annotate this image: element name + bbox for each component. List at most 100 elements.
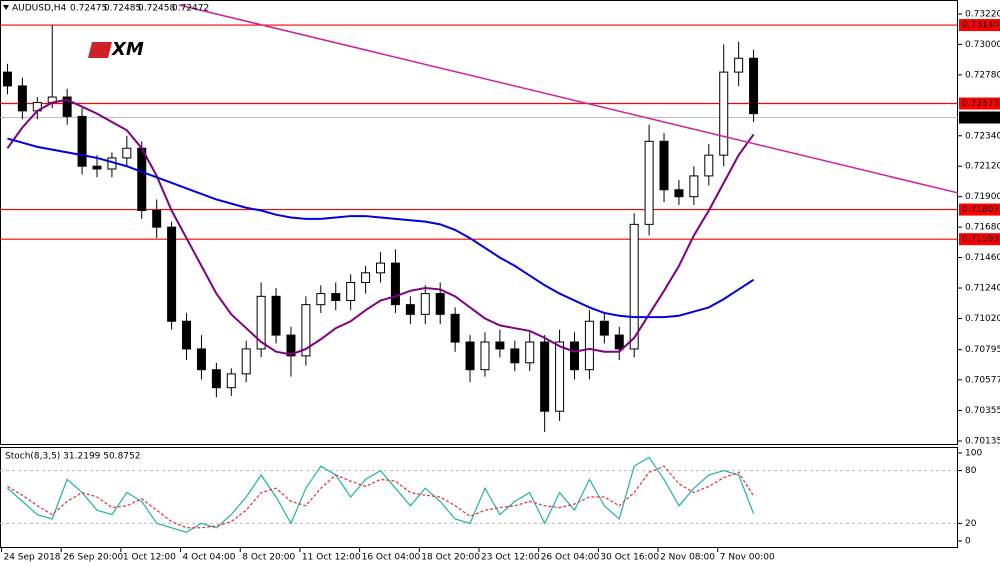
candle-body bbox=[346, 282, 356, 301]
header-value: 0.72458 bbox=[138, 4, 175, 14]
candle-body bbox=[226, 373, 236, 389]
level-label: 0.72573 bbox=[962, 99, 999, 109]
symbol-arrow bbox=[3, 5, 9, 10]
candle-body bbox=[599, 320, 609, 336]
candle-body bbox=[555, 341, 565, 412]
main-panel bbox=[0, 0, 958, 445]
candle-body bbox=[734, 57, 744, 73]
candle-body bbox=[241, 348, 251, 375]
candle-body bbox=[495, 341, 505, 350]
trend-line bbox=[178, 4, 959, 194]
candle-body bbox=[570, 341, 580, 371]
last-price-bg bbox=[959, 111, 1000, 124]
candle-body bbox=[689, 175, 699, 198]
candle-body bbox=[525, 341, 535, 364]
candle-body bbox=[271, 295, 281, 336]
y-tick-label: 20 bbox=[965, 519, 977, 529]
x-tick-label: 18 Oct 20:00 bbox=[421, 553, 480, 563]
candle-body bbox=[510, 348, 520, 364]
candle-body bbox=[480, 341, 490, 371]
y-tick-label: 0.72780 bbox=[965, 70, 1000, 80]
y-tick-label: 0.72120 bbox=[965, 162, 1000, 172]
y-tick-label: 0.71900 bbox=[965, 192, 1000, 202]
moving-average bbox=[6, 98, 755, 356]
level-label-bg bbox=[959, 233, 1000, 246]
candle-body bbox=[644, 140, 654, 225]
stoch-line bbox=[7, 456, 755, 533]
y-tick-label: 100 bbox=[965, 449, 982, 459]
candle-body bbox=[2, 71, 12, 87]
level-label-bg bbox=[959, 203, 1000, 216]
stoch-label: Stoch(8,3,5) 31.2199 50.8752 bbox=[5, 452, 140, 462]
candle-body bbox=[256, 295, 266, 350]
candle-body bbox=[719, 71, 729, 156]
candle-body bbox=[361, 272, 371, 284]
candle-body bbox=[92, 165, 102, 170]
y-tick-label: 0.72340 bbox=[965, 131, 1000, 141]
logo-text: XM bbox=[111, 39, 144, 60]
level-label: 0.71593 bbox=[962, 235, 999, 245]
y-tick-label: 0.70135 bbox=[965, 436, 1000, 446]
candle-body bbox=[674, 189, 684, 198]
stoch-panel bbox=[0, 447, 958, 548]
y-tick-label: 0.71460 bbox=[965, 253, 1000, 263]
y-tick-label: 0.73000 bbox=[965, 40, 1000, 50]
level-label-bg bbox=[959, 97, 1000, 110]
candle-body bbox=[182, 320, 192, 350]
candle-body bbox=[584, 320, 594, 371]
candle-body bbox=[629, 223, 639, 350]
candle-body bbox=[749, 57, 759, 115]
candle-body bbox=[17, 85, 27, 112]
moving-average bbox=[7, 137, 755, 319]
level-label: 0.73140 bbox=[962, 21, 999, 31]
candle-body bbox=[211, 369, 221, 389]
candle-body bbox=[376, 262, 386, 274]
x-tick-label: 1 Oct 12:00 bbox=[123, 553, 176, 563]
level-label-bg bbox=[959, 19, 1000, 32]
y-tick-label: 0.71680 bbox=[965, 223, 1000, 233]
logo: XM bbox=[88, 39, 144, 60]
candle-body bbox=[62, 96, 72, 117]
y-tick-label: 0.70355 bbox=[965, 406, 1000, 416]
candle-body bbox=[137, 147, 147, 212]
x-tick-label: 26 Sep 20:00 bbox=[63, 553, 123, 563]
logo-icon bbox=[88, 42, 112, 58]
x-tick-label: 24 Sep 2018 bbox=[3, 553, 60, 563]
candle-body bbox=[614, 334, 624, 350]
candle-body bbox=[77, 115, 87, 167]
x-tick-label: 4 Oct 04:00 bbox=[183, 553, 236, 563]
candle-body bbox=[540, 341, 550, 412]
x-tick-label: 30 Oct 16:00 bbox=[600, 553, 659, 563]
last-price-label: 0.72472 bbox=[962, 113, 999, 123]
x-tick-label: 2 Nov 08:00 bbox=[660, 553, 715, 563]
symbol-label: AUDUSD,H4 bbox=[12, 4, 67, 14]
y-tick-label: 80 bbox=[965, 466, 977, 476]
candle-body bbox=[450, 313, 460, 343]
candle-body bbox=[405, 304, 415, 315]
candle-body bbox=[465, 341, 475, 371]
candle-body bbox=[167, 226, 177, 322]
x-tick-label: 11 Oct 12:00 bbox=[302, 553, 361, 563]
x-tick-label: 7 Nov 00:00 bbox=[720, 553, 775, 563]
y-tick-label: 0.71240 bbox=[965, 284, 1000, 294]
header-value: 0.72475 bbox=[70, 4, 107, 14]
level-label: 0.71807 bbox=[962, 205, 999, 215]
candle-body bbox=[122, 147, 132, 159]
y-tick-label: 0.70795 bbox=[965, 345, 1000, 355]
x-tick-label: 23 Oct 12:00 bbox=[481, 553, 540, 563]
y-tick-label: 0.71020 bbox=[965, 314, 1000, 324]
header-value: 0.72472 bbox=[172, 4, 209, 14]
candle-body bbox=[659, 140, 669, 191]
header-value: 0.72485 bbox=[104, 4, 141, 14]
candle-body bbox=[420, 293, 430, 315]
y-tick-label: 0.73220 bbox=[965, 9, 1000, 19]
y-tick-label: 0 bbox=[965, 536, 971, 546]
candle-body bbox=[301, 304, 311, 357]
x-tick-label: 26 Oct 04:00 bbox=[541, 553, 600, 563]
candle-body bbox=[331, 293, 341, 301]
candle-body bbox=[435, 293, 445, 315]
candle-body bbox=[286, 334, 296, 357]
candle-body bbox=[704, 154, 714, 177]
